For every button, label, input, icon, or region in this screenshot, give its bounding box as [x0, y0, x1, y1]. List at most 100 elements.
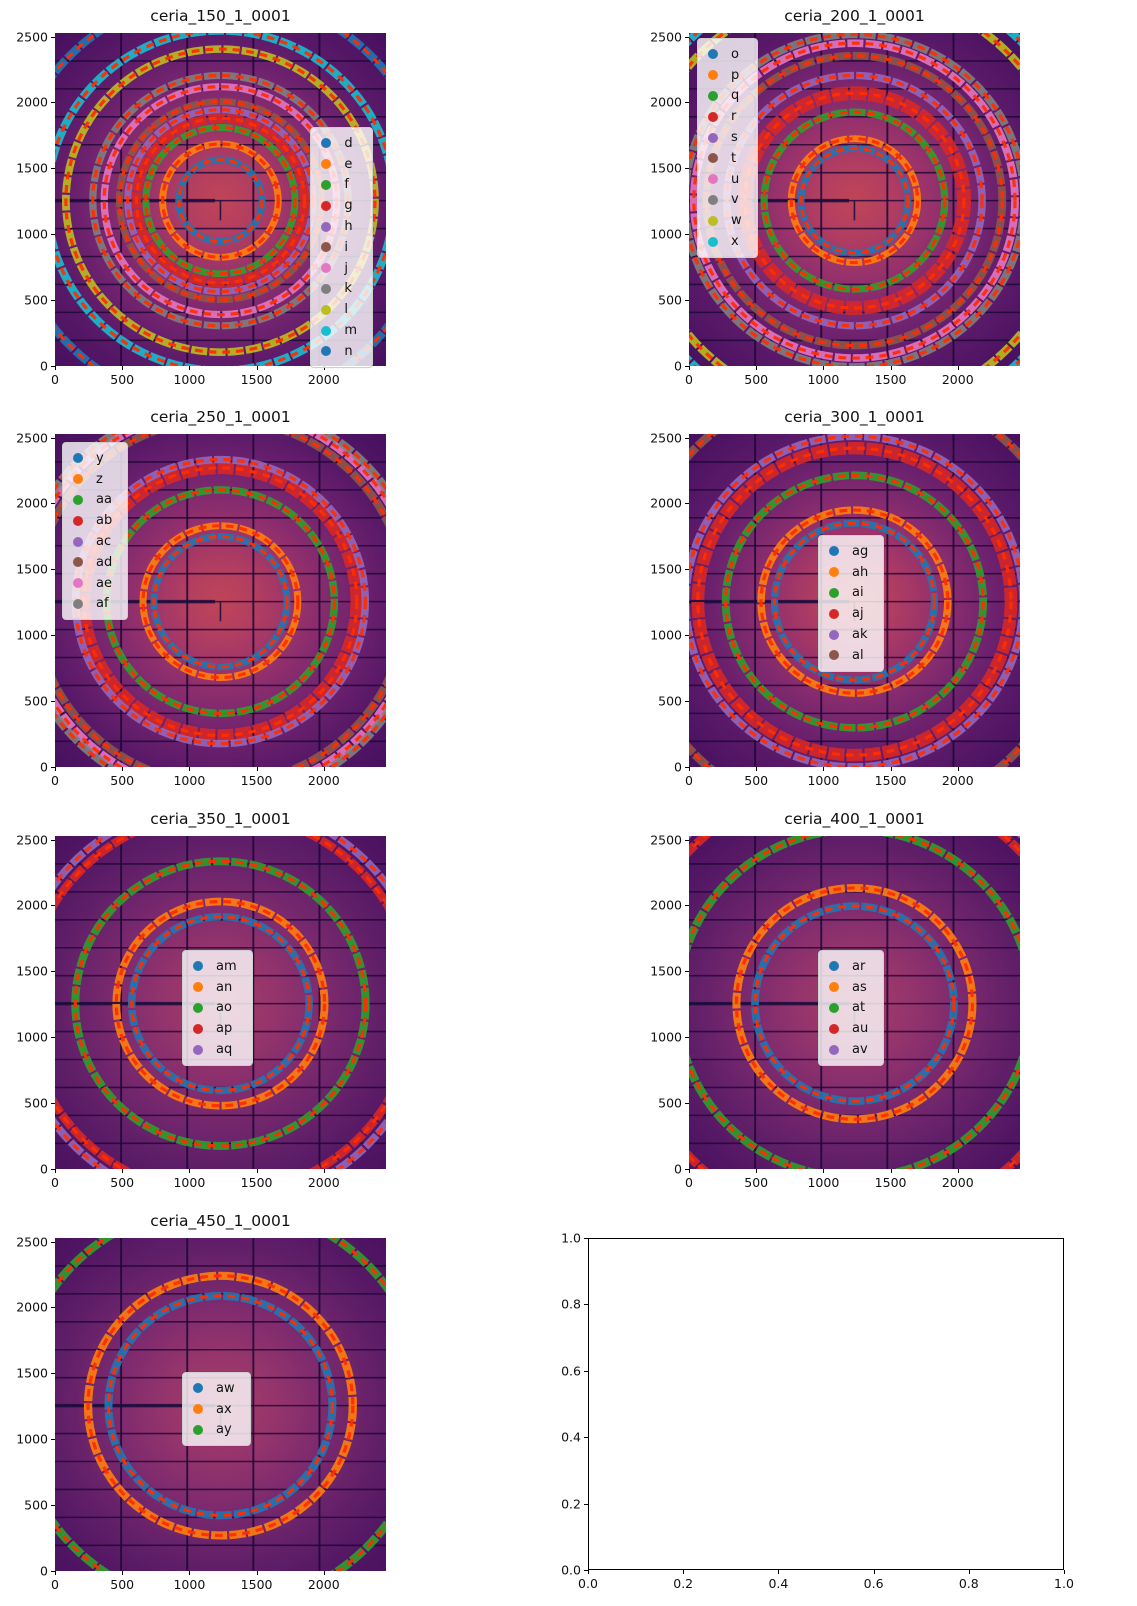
legend-label: v — [731, 192, 739, 208]
legend-label: f — [344, 177, 349, 193]
x-tick-label: 1500 — [240, 773, 273, 788]
legend-item: d — [321, 133, 357, 154]
y-tick-label: 1000 — [16, 226, 48, 242]
legend-marker-dot — [321, 283, 332, 294]
legend-marker-dot — [193, 961, 203, 972]
y-tick-label: 2500 — [16, 430, 48, 446]
y-tick-mark — [51, 234, 55, 236]
legend-item: am — [193, 956, 237, 977]
x-tick-label: 0 — [685, 372, 693, 387]
legend-marker-dot — [708, 194, 718, 205]
legend-item: aw — [193, 1378, 235, 1399]
x-tick-label: 1500 — [240, 1175, 273, 1190]
x-tick-mark — [968, 1570, 970, 1574]
x-tick-mark — [873, 1570, 875, 1574]
y-tick-mark — [685, 1037, 689, 1039]
x-tick-mark — [756, 767, 758, 771]
legend-marker-dot — [829, 961, 839, 972]
legend-label: s — [731, 130, 738, 146]
y-tick-label: 0 — [40, 1161, 48, 1177]
legend-label: as — [852, 979, 867, 995]
legend-label: l — [344, 302, 348, 318]
legend-item: l — [321, 299, 357, 320]
x-tick-label: 500 — [110, 372, 135, 387]
y-tick-mark — [51, 1169, 55, 1170]
y-tick-mark — [51, 437, 55, 439]
y-tick-label: 1500 — [16, 963, 48, 979]
x-tick-label: 1000 — [173, 773, 206, 788]
legend-label: ar — [852, 958, 866, 974]
legend-marker-dot — [708, 70, 718, 81]
y-tick-mark — [685, 701, 689, 703]
y-tick-mark — [584, 1370, 588, 1372]
x-tick-mark — [823, 767, 825, 771]
y-tick-label: 2000 — [650, 94, 682, 110]
legend-marker-dot — [73, 557, 83, 568]
y-tick-mark — [51, 300, 55, 302]
y-tick-mark — [51, 1037, 55, 1039]
x-tick-label: 2000 — [941, 773, 974, 788]
legend-label: ae — [96, 575, 112, 591]
legend-item: ak — [829, 624, 868, 645]
y-tick-mark — [51, 1373, 55, 1375]
x-tick-label: 2000 — [941, 1175, 974, 1190]
x-tick-mark — [122, 1169, 124, 1173]
x-tick-label: 0.2 — [673, 1576, 694, 1591]
x-tick-label: 500 — [110, 773, 135, 788]
x-tick-label: 0 — [685, 773, 693, 788]
y-tick-label: 1500 — [16, 561, 48, 577]
legend-item: p — [708, 65, 742, 86]
legend-item: at — [829, 998, 868, 1019]
y-tick-mark — [584, 1570, 588, 1571]
y-tick-mark — [51, 701, 55, 703]
legend-label: d — [344, 135, 353, 151]
x-tick-label: 1.0 — [1054, 1576, 1074, 1591]
x-tick-mark — [683, 1570, 685, 1574]
y-tick-label: 1500 — [16, 1365, 48, 1381]
legend-marker-dot — [321, 159, 332, 170]
legend-item: ac — [73, 531, 112, 552]
legend-marker-dot — [193, 982, 203, 993]
legend-label: ax — [216, 1401, 232, 1417]
plot-title: ceria_150_1_0001 — [150, 7, 291, 25]
y-tick-label: 1000 — [650, 627, 682, 643]
legend-item: ai — [829, 583, 868, 604]
legend-label: au — [852, 1021, 869, 1037]
legend-label: ad — [96, 554, 113, 570]
x-tick-mark — [823, 1169, 825, 1173]
legend-marker-dot — [73, 536, 83, 547]
x-tick-label: 2000 — [307, 372, 340, 387]
y-tick-label: 1500 — [650, 963, 682, 979]
x-tick-mark — [588, 1570, 589, 1574]
legend-item: ap — [193, 1018, 237, 1039]
x-tick-mark — [756, 366, 758, 370]
y-tick-mark — [685, 300, 689, 302]
y-tick-mark — [685, 1169, 689, 1170]
legend-item: ay — [193, 1420, 235, 1441]
legend-marker-dot — [708, 236, 718, 247]
legend-label: o — [731, 46, 739, 62]
x-tick-mark — [189, 767, 191, 771]
legend-label: y — [96, 450, 104, 466]
y-tick-label: 0 — [674, 358, 682, 374]
legend-marker-dot — [321, 138, 332, 149]
legend-label: r — [731, 109, 737, 125]
legend-item: ax — [193, 1399, 235, 1420]
legend-marker-dot — [708, 90, 718, 101]
subplot-ceria-400-1-0001: ceria_400_1_0001 ar as at au av 0 500 1000 1500 2… — [650, 810, 1020, 1190]
legend-item: h — [321, 216, 357, 237]
legend-item: an — [193, 977, 237, 998]
legend-label: ag — [852, 543, 869, 559]
legend-marker-dot — [829, 587, 839, 598]
y-tick-mark — [685, 234, 689, 236]
x-tick-mark — [122, 366, 124, 370]
x-tick-label: 0.0 — [578, 1576, 598, 1591]
x-tick-label: 1500 — [874, 372, 907, 387]
y-tick-mark — [685, 168, 689, 170]
y-tick-label: 0.0 — [561, 1562, 581, 1578]
legend-marker-dot — [193, 1023, 203, 1034]
legend-marker-dot — [829, 608, 839, 619]
legend-item: aq — [193, 1039, 237, 1060]
legend-label: p — [731, 67, 740, 83]
x-tick-mark — [890, 366, 892, 370]
